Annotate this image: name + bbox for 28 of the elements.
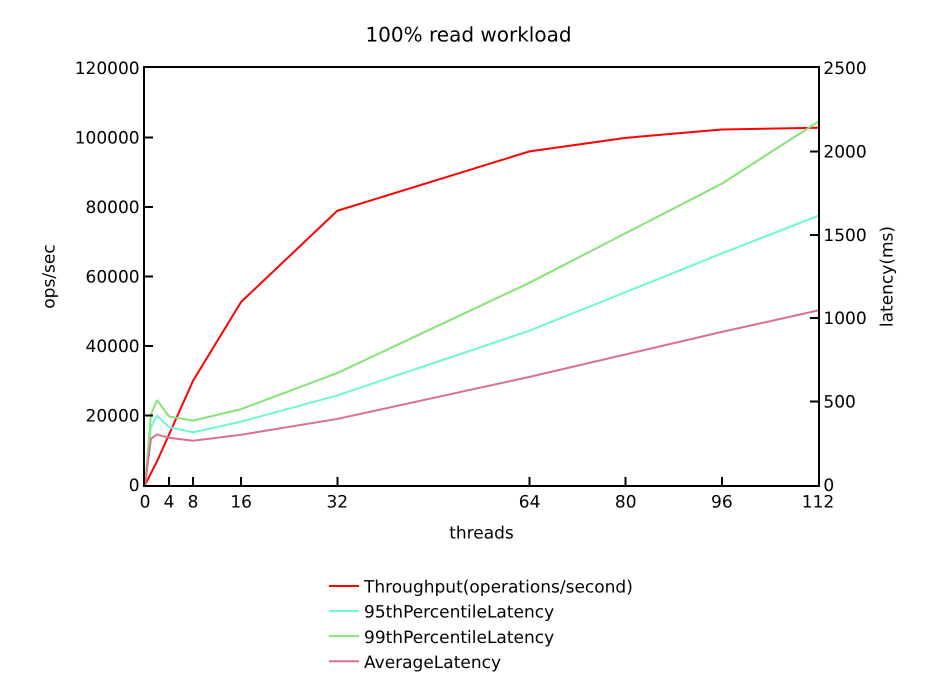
legend-label: Throughput(operations/second) — [363, 578, 633, 598]
y-axis-title: ops/sec — [40, 244, 60, 309]
y2-tick-label: 2000 — [823, 142, 867, 162]
legend-label: AverageLatency — [364, 652, 502, 673]
legend-label: 95thPercentileLatency — [364, 602, 554, 623]
y-tick-label: 120000 — [74, 58, 140, 79]
line-series — [145, 310, 818, 485]
y2-tick-label: 1500 — [823, 226, 867, 246]
y2-axis-title: latency(ms) — [878, 226, 898, 328]
y2-tick-label: 500 — [823, 392, 856, 413]
x-tick-label: 96 — [711, 492, 733, 512]
x-tick-label: 80 — [614, 492, 637, 512]
x-tick-label: 16 — [230, 492, 252, 512]
x-tick-label: 32 — [326, 492, 348, 512]
legend-label: 99thPercentileLatency — [364, 628, 554, 648]
x-axis-title: threads — [449, 523, 514, 544]
y-tick-label: 80000 — [86, 198, 140, 218]
x-tick-label: 8 — [188, 492, 198, 512]
y-tick-label: 20000 — [86, 406, 140, 426]
y-tick-label: 100000 — [74, 128, 140, 148]
y-tick-label: 40000 — [86, 336, 140, 357]
y2-tick-label: 2500 — [823, 58, 867, 79]
y-tick-label: 60000 — [86, 267, 140, 288]
y2-tick-label: 1000 — [823, 309, 867, 330]
y-tick-label: 0 — [128, 476, 140, 496]
x-tick-label: 64 — [518, 492, 540, 512]
x-tick-label: 4 — [164, 492, 174, 512]
chart-title: 100% read workload — [365, 22, 572, 47]
